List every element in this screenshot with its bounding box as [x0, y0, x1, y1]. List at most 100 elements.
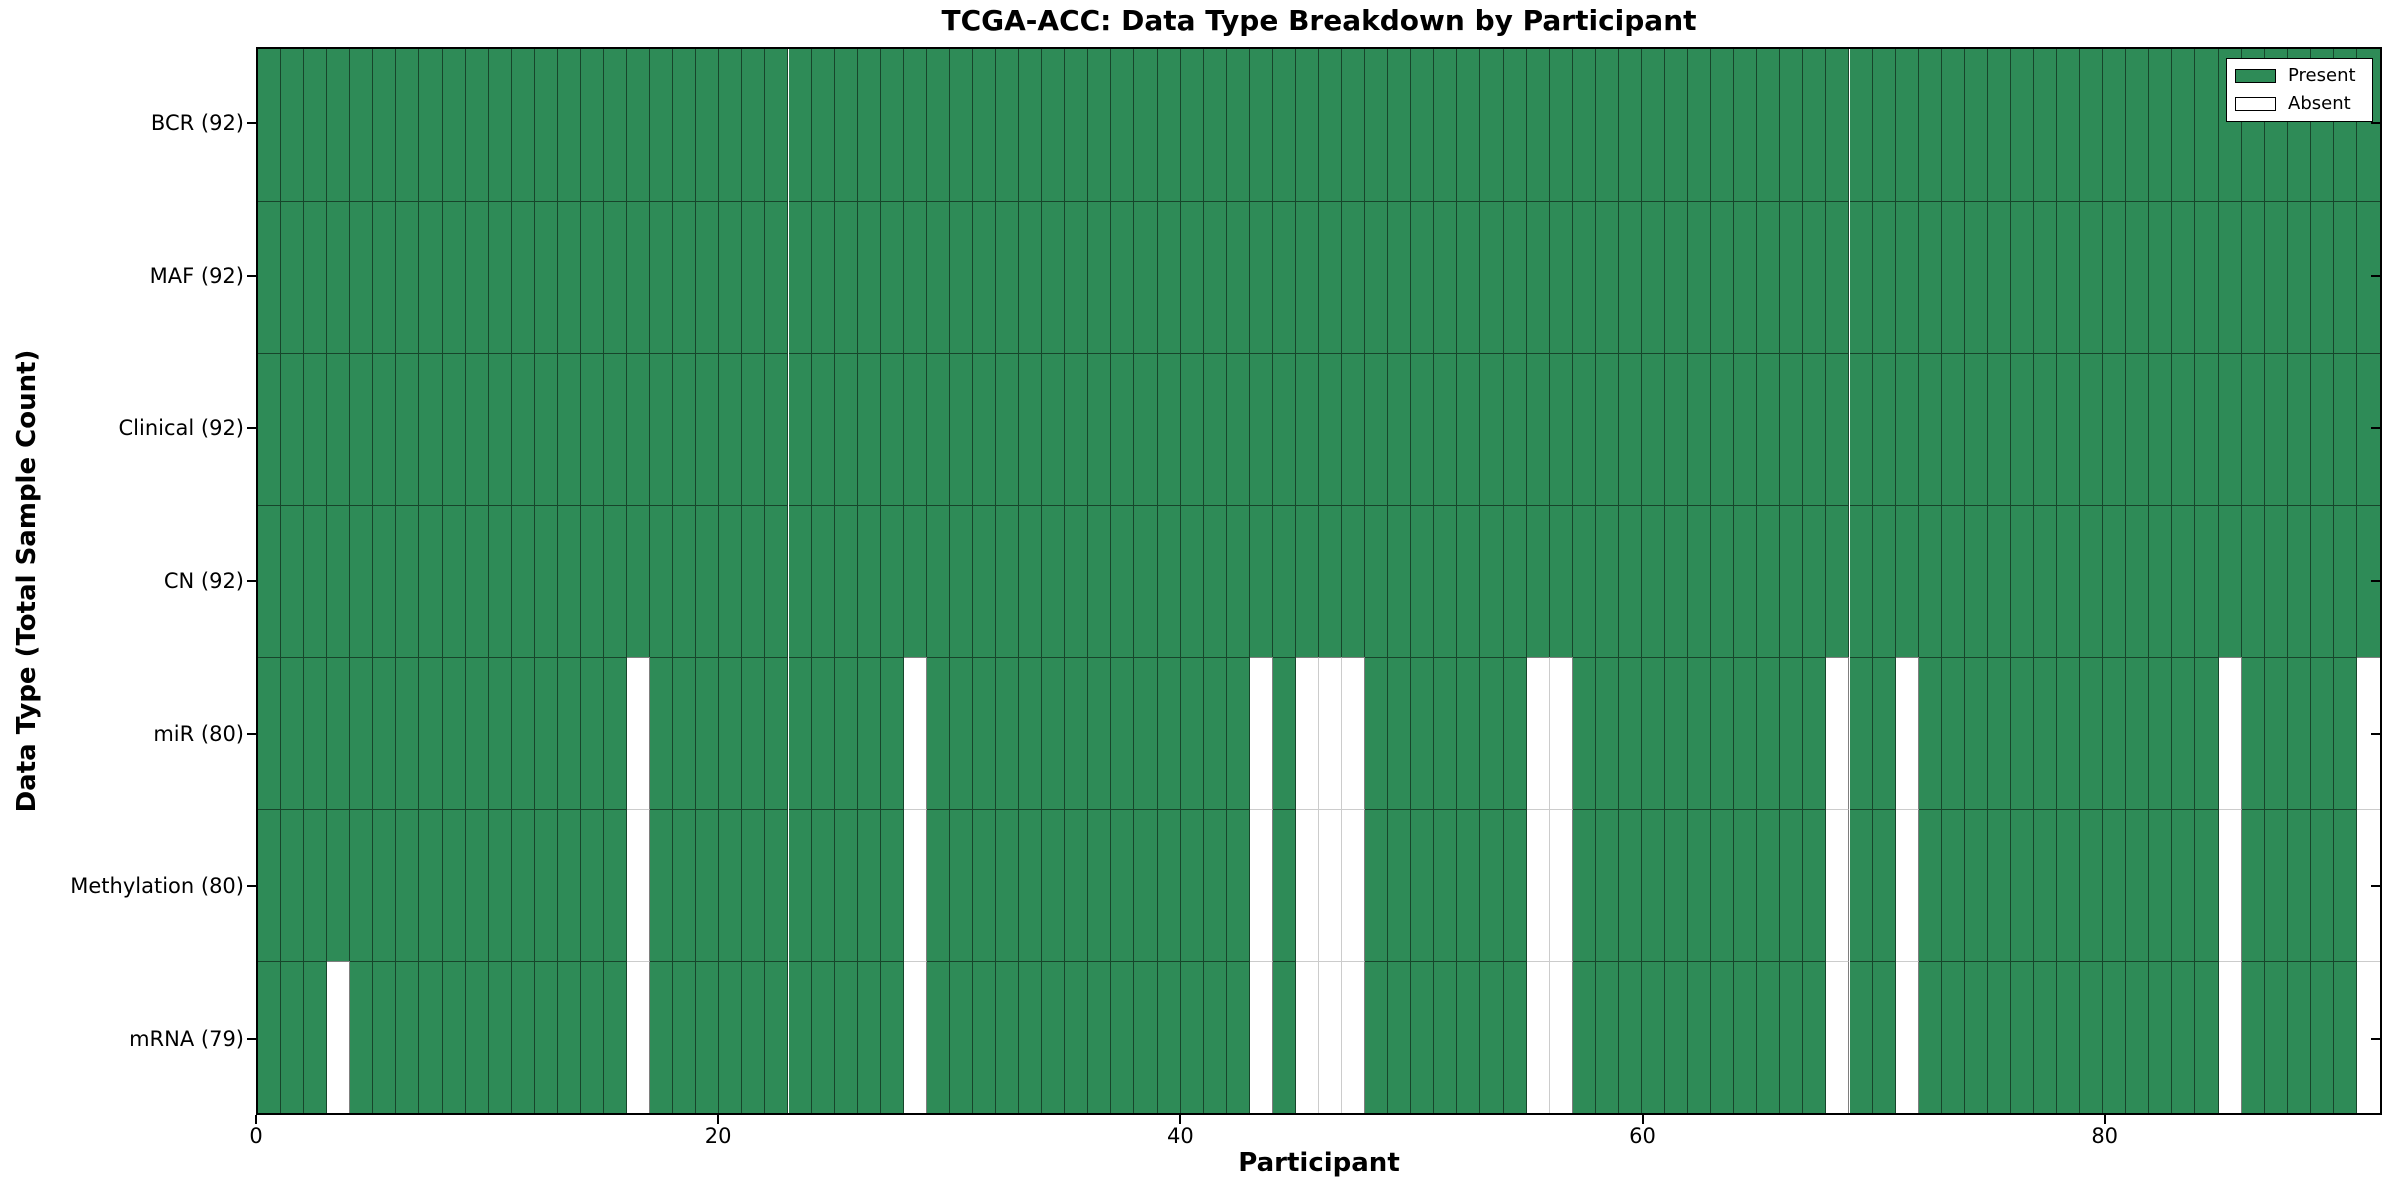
grid-cell — [1895, 657, 1919, 809]
grid-cell — [1249, 657, 1273, 809]
grid-cell — [1734, 353, 1758, 505]
grid-cell — [1987, 201, 2011, 353]
grid-cell — [258, 809, 282, 961]
grid-cell — [488, 657, 512, 809]
grid-cell — [1042, 961, 1066, 1113]
grid-cell — [1734, 657, 1758, 809]
grid-cell — [1757, 961, 1781, 1113]
grid-cell — [1964, 657, 1988, 809]
grid-cell — [2010, 809, 2035, 961]
grid-cell — [627, 353, 651, 505]
grid-cell — [1295, 49, 1319, 201]
grid-cell — [1111, 657, 1135, 809]
grid-cell — [1595, 49, 1619, 201]
grid-cell — [765, 809, 789, 961]
grid-cell — [1388, 657, 1412, 809]
grid-cell — [396, 809, 420, 961]
grid-cell — [788, 49, 812, 201]
grid-cell — [811, 809, 835, 961]
grid-cell — [1157, 353, 1181, 505]
grid-cell — [1757, 657, 1781, 809]
grid-cell — [834, 809, 858, 961]
grid-cell — [1780, 809, 1804, 961]
grid-cell — [603, 657, 628, 809]
grid-cell — [2149, 49, 2173, 201]
grid-cell — [834, 505, 858, 657]
y-tick-label-MAF: MAF (92) — [149, 263, 244, 288]
grid-cell — [1088, 961, 1112, 1113]
y-tick-mark-right — [2371, 427, 2380, 430]
grid-cell — [1134, 201, 1158, 353]
grid-cell — [1618, 809, 1642, 961]
grid-cell — [1780, 201, 1804, 353]
grid-cell — [1203, 809, 1227, 961]
grid-cell — [327, 201, 351, 353]
grid-cell — [304, 49, 328, 201]
grid-cell — [1849, 809, 1873, 961]
grid-cell — [949, 201, 974, 353]
grid-cell — [1434, 201, 1458, 353]
grid-cell — [1157, 49, 1181, 201]
grid-cell — [442, 353, 466, 505]
grid-cell — [2034, 49, 2058, 201]
grid-cell — [1803, 657, 1827, 809]
grid-cell — [1203, 657, 1227, 809]
grid-cell — [488, 49, 512, 201]
grid-cell — [765, 353, 789, 505]
grid-cell — [1203, 49, 1227, 201]
grid-cell — [996, 201, 1020, 353]
grid-cell — [811, 657, 835, 809]
grid-cell — [603, 961, 628, 1113]
grid-cell — [1549, 49, 1573, 201]
x-tick-mark — [2103, 1115, 2106, 1124]
grid-cell — [465, 201, 489, 353]
grid-cell — [765, 201, 789, 353]
grid-cell — [1688, 353, 1712, 505]
grid-cell — [1664, 809, 1689, 961]
grid-cell — [1457, 505, 1481, 657]
grid-cell — [1641, 809, 1665, 961]
grid-cell — [1365, 201, 1389, 353]
grid-cell — [1249, 49, 1273, 201]
grid-cell — [973, 49, 997, 201]
grid-cell — [557, 49, 581, 201]
legend: Present Absent — [2226, 58, 2373, 122]
x-tick-label-20: 20 — [704, 1124, 732, 1148]
y-tick-label-miR: miR (80) — [153, 721, 244, 746]
grid-cell — [788, 809, 812, 961]
grid-cell — [1641, 353, 1665, 505]
grid-cell — [1734, 201, 1758, 353]
grid-cell — [1641, 505, 1665, 657]
grid-cell — [1042, 353, 1066, 505]
grid-cell — [1618, 201, 1642, 353]
grid-cell — [811, 201, 835, 353]
grid-cell — [1618, 505, 1642, 657]
grid-cell — [1226, 657, 1250, 809]
grid-cell — [2218, 809, 2242, 961]
grid-cell — [2264, 505, 2288, 657]
grid-cell — [627, 505, 651, 657]
grid-cell — [996, 505, 1020, 657]
grid-cell — [2172, 505, 2196, 657]
grid-cell — [396, 505, 420, 657]
grid-cell — [580, 961, 604, 1113]
grid-cell — [1503, 49, 1527, 201]
grid-cell — [973, 961, 997, 1113]
grid-cell — [2172, 201, 2196, 353]
grid-cell — [1272, 505, 1296, 657]
grid-cell — [511, 353, 535, 505]
y-tick-mark-right — [2371, 885, 2380, 888]
y-tick-mark-left — [247, 122, 256, 125]
grid-cell — [1157, 809, 1181, 961]
grid-cell — [1595, 505, 1619, 657]
grid-cell — [1365, 505, 1389, 657]
grid-cell — [2356, 961, 2380, 1113]
grid-cell — [1872, 657, 1896, 809]
grid-cell — [2149, 809, 2173, 961]
grid-cell — [1572, 353, 1596, 505]
grid-cell — [1111, 961, 1135, 1113]
grid-cell — [1872, 353, 1896, 505]
grid-cell — [603, 201, 628, 353]
grid-cell — [1595, 961, 1619, 1113]
grid-cell — [1042, 49, 1066, 201]
